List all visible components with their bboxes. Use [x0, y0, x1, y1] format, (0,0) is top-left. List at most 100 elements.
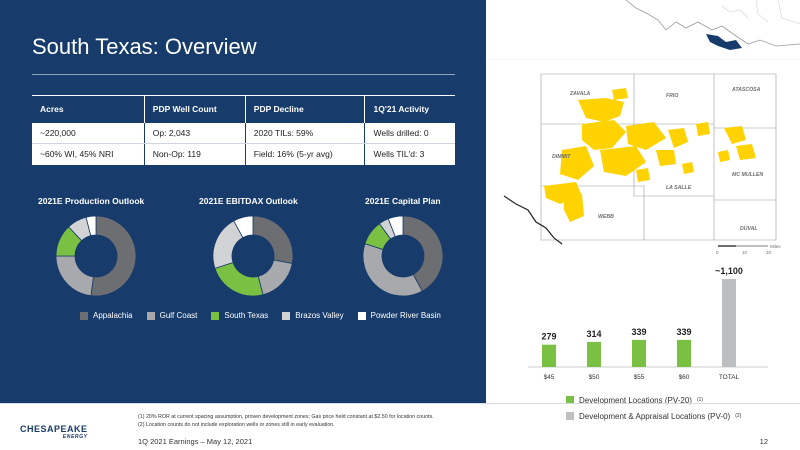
county-label-atascosa: ATASCOSA	[731, 87, 761, 93]
table-header-cell: PDP Decline	[245, 95, 366, 123]
left-panel	[0, 0, 486, 403]
scale-label: Miles	[770, 244, 781, 249]
county-map-background	[486, 60, 800, 270]
table-cell: ~60% WI, 45% NRI	[32, 143, 145, 165]
donut-slice-gulf-coast	[55, 255, 94, 297]
bar-category-label: TOTAL	[719, 374, 740, 381]
bar-4	[722, 279, 736, 367]
legend-item-brazos-valley: Brazos Valley	[282, 311, 344, 320]
inset-highlight-region	[706, 34, 742, 50]
footnote: (1) 20% ROR at current spacing assumptio…	[138, 414, 434, 420]
production-outlook-donut	[55, 215, 137, 297]
inset-county-lines	[721, 0, 800, 25]
table-header-cell: Acres	[32, 95, 145, 123]
scale-bar-dark	[718, 245, 736, 247]
bar-legend-item-appraisal: Development & Appraisal Locations (PV-0)…	[566, 408, 741, 424]
legend-swatch	[146, 311, 155, 320]
bar-1	[587, 341, 601, 367]
county-label-webb: WEBB	[598, 214, 614, 220]
legend-label: South Texas	[224, 311, 269, 320]
legend-item-appalachia: Appalachia	[80, 311, 133, 320]
footnote: (2) Location counts do not include explo…	[138, 422, 335, 428]
logo-wordmark: CHESAPEAKE	[20, 424, 88, 434]
footnote-marker: (2)	[735, 413, 742, 419]
table-row: ~220,000 Op: 2,043 2020 TILs: 59% Wells …	[32, 122, 455, 144]
donut-legend: Appalachia Gulf Coast South Texas Brazos…	[80, 311, 441, 320]
scale-tick: 10	[742, 250, 748, 255]
south-texas-map: ZAVALA FRIO ATASCOSA DIMMIT LA SALLE MC …	[486, 0, 800, 270]
production-outlook-title: 2021E Production Outlook	[38, 196, 145, 206]
county-boundaries	[540, 73, 777, 241]
table-cell: 2020 TILs: 59%	[245, 122, 366, 144]
donut-slice-powder-river-basin	[85, 215, 97, 237]
table-header-row: Acres PDP Well Count PDP Decline 1Q'21 A…	[32, 95, 455, 123]
scale-bar-light	[736, 245, 768, 247]
table-cell: Op: 2,043	[144, 122, 246, 144]
bar-data-label: 339	[676, 327, 691, 337]
legend-label: Powder River Basin	[370, 311, 441, 320]
ebitdax-outlook-donut	[212, 215, 294, 297]
capital-plan-donut	[362, 215, 444, 297]
bar-category-label: $60	[679, 374, 690, 381]
locations-bar-chart: 279 $45 314 $50 339 $55 339 $60 ~1,100 TOTAL	[528, 266, 768, 381]
legend-item-south-texas: South Texas	[211, 311, 268, 320]
legend-swatch	[566, 412, 574, 420]
county-label-zavala: ZAVALA	[569, 91, 591, 97]
legend-label: Appalachia	[93, 311, 133, 320]
footer-divider	[0, 403, 800, 404]
legend-swatch	[282, 311, 291, 320]
table-row: ~60% WI, 45% NRI Non-Op: 119 Field: 16% …	[32, 143, 455, 165]
table-header-cell: PDP Well Count	[144, 95, 246, 123]
bar-category-label: $45	[544, 374, 555, 381]
bar-0	[542, 344, 556, 367]
legend-swatch	[357, 311, 366, 320]
donut-slice-powder-river-basin	[387, 215, 404, 237]
table-cell: Wells TIL'd: 3	[373, 149, 425, 160]
bar-data-label: ~1,100	[715, 266, 743, 276]
footer-text: 1Q 2021 Earnings – May 12, 2021	[138, 437, 253, 446]
donut-slice-south-texas	[214, 261, 264, 297]
county-label-dimmit: DIMMIT	[552, 154, 571, 160]
bar-legend: Development Locations (PV-20) (1) Develo…	[566, 392, 741, 424]
legend-item-gulf-coast: Gulf Coast	[146, 311, 197, 320]
company-logo: CHESAPEAKE ENERGY	[20, 424, 88, 440]
rio-grande-border	[503, 195, 563, 245]
legend-swatch	[566, 396, 574, 404]
inset-map-background	[486, 0, 800, 58]
scale-tick: 20	[766, 250, 772, 255]
donut-slice-powder-river-basin	[233, 215, 254, 239]
table-cell: Field: 16% (5-yr avg)	[245, 143, 366, 165]
table-cell: Wells drilled: 0	[364, 122, 455, 144]
donut-slice-appalachia	[252, 215, 294, 264]
bar-3	[677, 339, 691, 367]
bar-data-label: 339	[631, 327, 646, 337]
donut-slice-gulf-coast	[257, 259, 293, 296]
county-label-duval: DUVAL	[740, 226, 757, 232]
title-divider	[32, 74, 455, 75]
county-label-mc-mullen: MC MULLEN	[732, 172, 763, 178]
acreage-polygons	[544, 88, 756, 222]
footnote-marker: (1)	[696, 397, 704, 403]
legend-swatch	[211, 311, 220, 320]
donut-slice-appalachia	[402, 215, 444, 292]
scale-tick: 0	[716, 250, 719, 255]
legend-item-powder-river-basin: Powder River Basin	[357, 311, 441, 320]
table-cell: ~220,000	[32, 122, 145, 144]
ebitdax-outlook-title: 2021E EBITDAX Outlook	[199, 196, 298, 206]
slide-title: South Texas: Overview	[32, 34, 257, 59]
inset-state-border	[625, 0, 800, 47]
footnotes: (1) 20% ROR at current spacing assumptio…	[138, 413, 434, 429]
bar-category-label: $50	[589, 374, 600, 381]
legend-label: Brazos Valley	[295, 311, 344, 320]
bar-legend-label: Development Locations (PV-20)	[579, 395, 692, 405]
table-header-cell: 1Q'21 Activity	[364, 95, 455, 123]
bar-2	[632, 339, 646, 367]
donut-slice-appalachia	[90, 215, 137, 297]
donut-slice-gulf-coast	[362, 243, 423, 297]
bar-category-label: $55	[634, 374, 645, 381]
legend-swatch	[80, 311, 88, 320]
overview-table: Acres PDP Well Count PDP Decline 1Q'21 A…	[32, 95, 455, 165]
capital-plan-title: 2021E Capital Plan	[365, 196, 441, 206]
bar-legend-label: Development & Appraisal Locations (PV-0)	[579, 411, 731, 421]
bar-data-label: 279	[541, 332, 556, 342]
